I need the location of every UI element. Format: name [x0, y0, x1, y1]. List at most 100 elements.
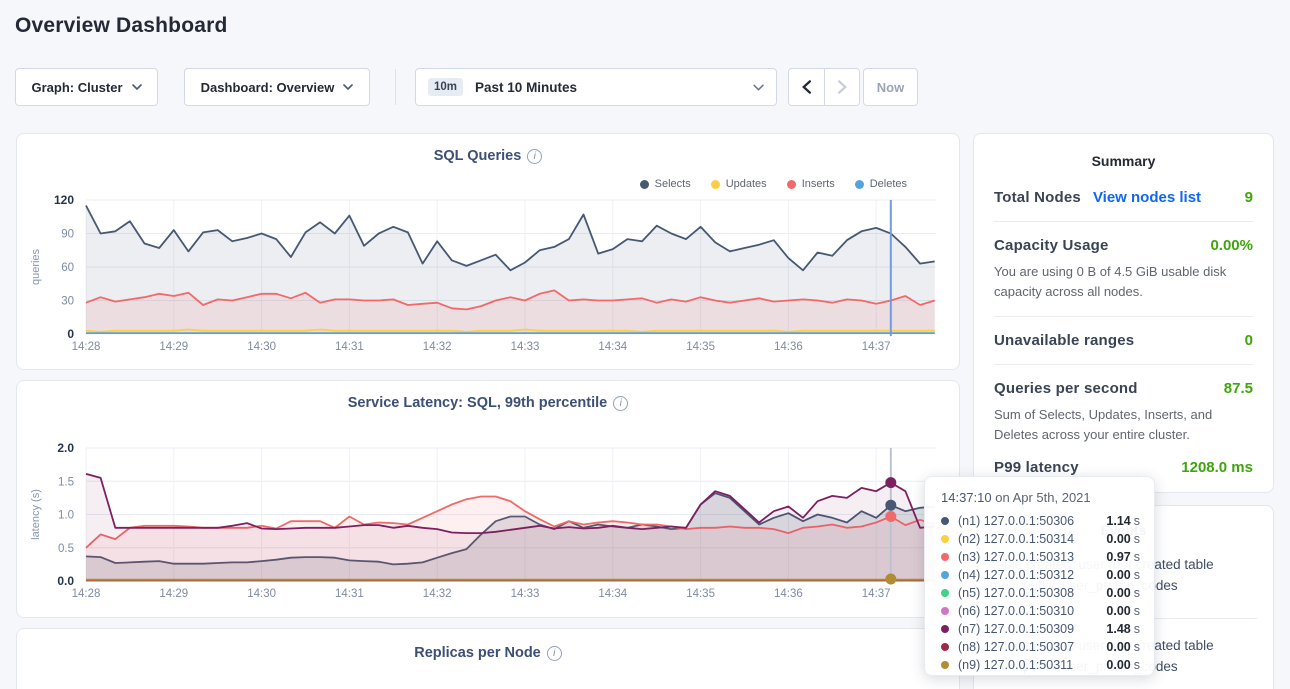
node-address: (n9) 127.0.0.1:50311 [958, 658, 1106, 672]
latency-unit: s [1134, 550, 1140, 564]
summary-row-label: Total Nodes [994, 189, 1081, 206]
svg-text:60: 60 [61, 262, 74, 274]
svg-text:14:37: 14:37 [862, 341, 891, 353]
node-address: (n6) 127.0.0.1:50310 [958, 604, 1106, 618]
chevron-down-icon [132, 84, 142, 90]
svg-text:14:34: 14:34 [598, 588, 627, 600]
summary-row: P99 latency1208.0 ms [994, 459, 1253, 476]
node-address: (n3) 127.0.0.1:50313 [958, 550, 1106, 564]
service-latency-chart[interactable]: 0.00.51.01.52.014:2814:2914:3014:3114:32… [17, 381, 961, 617]
replicas-per-node-chart-panel: Replicas per Nodei [16, 628, 960, 689]
node-latency-value: 0.97 [1106, 550, 1130, 564]
node-address: (n4) 127.0.0.1:50312 [958, 568, 1106, 582]
tooltip-node-row: (n8) 127.0.0.1:503070.00s [941, 638, 1140, 656]
svg-text:14:32: 14:32 [423, 588, 452, 600]
summary-row-label: Capacity Usage [994, 237, 1109, 254]
summary-row: Queries per second87.5 [994, 380, 1253, 397]
summary-row-value: 0.00% [1210, 237, 1253, 254]
time-next-button[interactable] [824, 69, 859, 105]
node-latency-value: 0.00 [1106, 532, 1130, 546]
svg-text:14:32: 14:32 [423, 341, 452, 353]
node-color-dot [941, 643, 949, 651]
time-range-label: Past 10 Minutes [475, 80, 753, 95]
node-address: (n2) 127.0.0.1:50314 [958, 532, 1106, 546]
svg-text:14:33: 14:33 [511, 588, 540, 600]
svg-text:14:34: 14:34 [598, 341, 627, 353]
node-address: (n5) 127.0.0.1:50308 [958, 586, 1106, 600]
node-latency-value: 0.00 [1106, 640, 1130, 654]
summary-gap [994, 444, 1253, 459]
node-address: (n1) 127.0.0.1:50306 [958, 514, 1106, 528]
summary-row: Unavailable ranges0 [994, 332, 1253, 349]
service-latency-chart-panel: Service Latency: SQL, 99th percentilei 0… [16, 380, 960, 618]
svg-text:queries: queries [30, 248, 42, 285]
svg-text:120: 120 [54, 193, 74, 207]
node-color-dot [941, 553, 949, 561]
latency-unit: s [1134, 514, 1140, 528]
dashboard-dropdown[interactable]: Dashboard: Overview [184, 68, 370, 106]
node-latency-value: 0.00 [1106, 658, 1130, 672]
svg-text:14:29: 14:29 [159, 341, 188, 353]
latency-unit: s [1134, 586, 1140, 600]
time-step-buttons [788, 68, 860, 106]
node-address: (n7) 127.0.0.1:50309 [958, 622, 1106, 636]
svg-text:1.5: 1.5 [58, 476, 74, 488]
svg-text:14:35: 14:35 [686, 341, 715, 353]
svg-text:latency (s): latency (s) [30, 489, 42, 540]
tooltip-node-row: (n6) 127.0.0.1:503100.00 s [941, 602, 1140, 620]
time-prev-button[interactable] [789, 69, 824, 105]
tooltip-node-row: (n5) 127.0.0.1:503080.00 s [941, 584, 1140, 602]
svg-text:1.0: 1.0 [58, 510, 74, 522]
svg-text:14:30: 14:30 [247, 588, 276, 600]
graph-dropdown[interactable]: Graph: Cluster [15, 68, 158, 106]
summary-row-label: Queries per second [994, 380, 1138, 397]
node-color-dot [941, 571, 949, 579]
svg-text:2.0: 2.0 [57, 441, 74, 455]
toolbar-divider [395, 69, 396, 105]
now-button[interactable]: Now [863, 68, 918, 106]
chevron-down-icon [753, 84, 764, 91]
svg-text:0.0: 0.0 [57, 574, 74, 588]
chevron-right-icon [838, 80, 847, 94]
time-range-badge: 10m [428, 78, 463, 96]
tooltip-node-row: (n1) 127.0.0.1:503061.14s [941, 512, 1140, 530]
view-nodes-list-link[interactable]: View nodes list [1093, 189, 1201, 206]
sql-queries-chart-panel: SQL Queriesi SelectsUpdatesInsertsDelete… [16, 133, 960, 370]
summary-row-description: You are using 0 B of 4.5 GiB usable disk… [994, 262, 1253, 301]
summary-row: Total NodesView nodes list9 [994, 189, 1253, 206]
time-range-dropdown[interactable]: 10m Past 10 Minutes [415, 68, 777, 106]
node-color-dot [941, 625, 949, 633]
latency-unit: s [1134, 532, 1140, 546]
page-title: Overview Dashboard [15, 14, 228, 38]
node-latency-value: 1.48 [1106, 622, 1130, 636]
summary-row: Capacity Usage 0.00% [994, 237, 1253, 254]
node-latency-value: 0.00 [1106, 604, 1130, 618]
summary-row-value: 0 [1245, 332, 1253, 349]
svg-text:14:29: 14:29 [159, 588, 188, 600]
tooltip-node-row: (n9) 127.0.0.1:503110.00s [941, 656, 1140, 674]
svg-text:14:33: 14:33 [511, 341, 540, 353]
info-icon[interactable]: i [547, 646, 562, 661]
node-latency-value: 0.00 [1106, 586, 1130, 600]
node-color-dot [941, 607, 949, 615]
node-latency-value: 0.00 [1106, 568, 1130, 582]
summary-row-description: Sum of Selects, Updates, Inserts, and De… [994, 405, 1253, 444]
node-color-dot [941, 661, 949, 669]
latency-unit: s [1134, 568, 1140, 582]
tooltip-node-row: (n2) 127.0.0.1:503140.00 s [941, 530, 1140, 548]
graph-dropdown-label: Graph: Cluster [31, 80, 122, 95]
overview-dashboard-page: Overview Dashboard Graph: Cluster Dashbo… [0, 0, 1290, 689]
svg-text:14:36: 14:36 [774, 588, 803, 600]
summary-row-value: 1208.0 ms [1181, 459, 1253, 476]
latency-unit: s [1134, 622, 1140, 636]
svg-text:0.5: 0.5 [58, 543, 74, 555]
latency-unit: s [1134, 604, 1140, 618]
latency-unit: s [1134, 640, 1140, 654]
tooltip-timestamp: 14:37:10 on Apr 5th, 2021 [941, 490, 1140, 505]
svg-text:14:30: 14:30 [247, 341, 276, 353]
chart-hover-tooltip: 14:37:10 on Apr 5th, 2021 (n1) 127.0.0.1… [924, 476, 1155, 676]
sql-queries-chart[interactable]: 030609012014:2814:2914:3014:3114:3214:33… [17, 134, 961, 369]
chevron-left-icon [802, 80, 811, 94]
summary-title: Summary [974, 134, 1273, 169]
svg-text:14:28: 14:28 [72, 588, 101, 600]
